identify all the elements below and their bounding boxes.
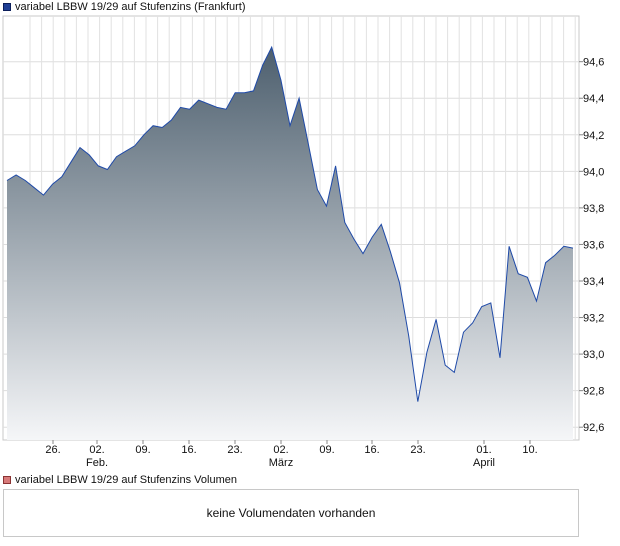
x-tick-label: 23.	[227, 444, 242, 456]
y-tick-label: 94,4	[583, 93, 604, 105]
y-tick-label: 93,6	[583, 239, 604, 251]
x-tick-label: 23.	[410, 444, 425, 456]
volume-legend-label: variabel LBBW 19/29 auf Stufenzins Volum…	[15, 474, 237, 486]
price-legend-label: variabel LBBW 19/29 auf Stufenzins (Fran…	[15, 1, 246, 13]
y-tick-label: 94,6	[583, 57, 604, 69]
price-legend: variabel LBBW 19/29 auf Stufenzins (Fran…	[3, 0, 246, 14]
x-tick-label: 09.	[319, 444, 334, 456]
y-tick-label: 93,8	[583, 203, 604, 215]
x-tick-label: 16.	[364, 444, 379, 456]
x-tick-label: 16.	[181, 444, 196, 456]
volume-legend-swatch	[3, 476, 11, 484]
y-tick-label: 94,2	[583, 130, 604, 142]
y-tick-label: 92,8	[583, 386, 604, 398]
month-label: März	[269, 457, 293, 469]
month-label: Feb.	[86, 457, 108, 469]
x-tick-label: 01.	[476, 444, 491, 456]
x-tick-label: 02.	[89, 444, 104, 456]
y-tick-label: 93,4	[583, 276, 604, 288]
x-tick-label: 10.	[522, 444, 537, 456]
volume-panel: keine Volumendaten vorhanden	[3, 489, 579, 537]
price-line	[6, 45, 574, 402]
y-tick-label: 94,0	[583, 166, 604, 178]
y-tick-label: 93,0	[583, 349, 604, 361]
price-chart: 94,6 94,4 94,2 94,0 93,8 93,6 93,4 93,2 93,0 92,8…	[2, 15, 604, 469]
y-tick-label: 93,2	[583, 313, 604, 325]
volume-legend: variabel LBBW 19/29 auf Stufenzins Volum…	[3, 473, 237, 487]
x-tick-label: 26.	[45, 444, 60, 456]
x-tick-label: 02.	[273, 444, 288, 456]
y-tick-label: 92,6	[583, 422, 604, 434]
no-volume-message: keine Volumendaten vorhanden	[206, 506, 376, 520]
price-area	[7, 47, 573, 440]
x-tick-label: 09.	[135, 444, 150, 456]
price-legend-swatch	[3, 3, 11, 11]
month-label: April	[473, 457, 495, 469]
